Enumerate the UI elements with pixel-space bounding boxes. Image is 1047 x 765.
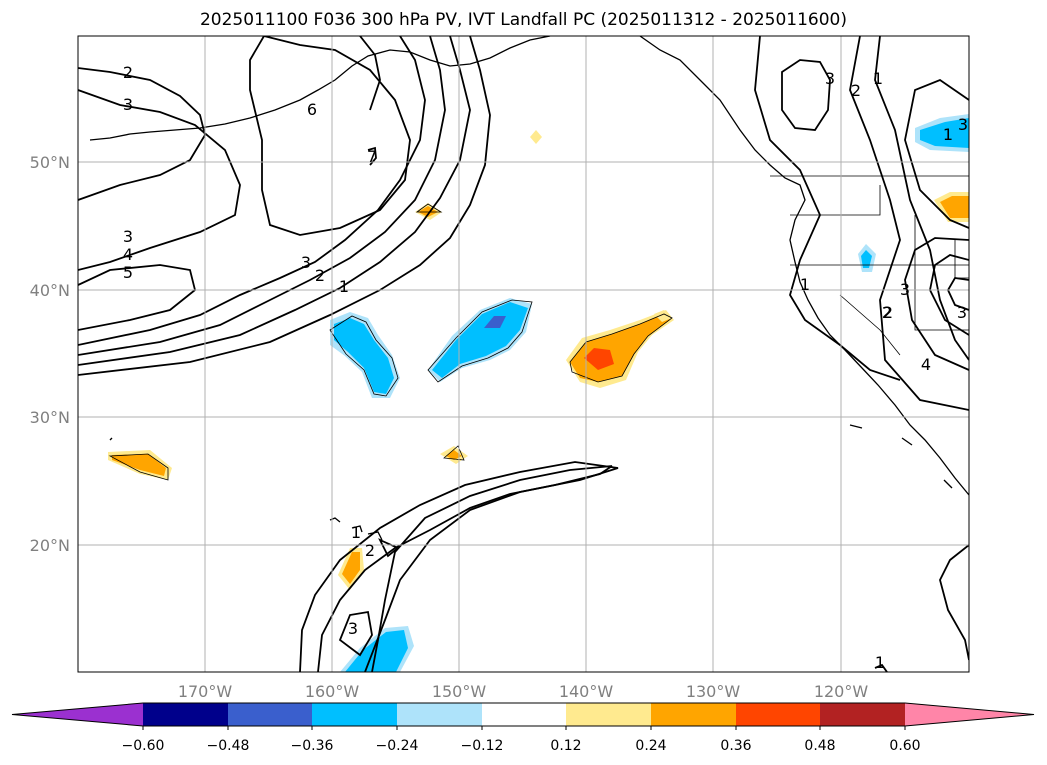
positive-region: [112, 454, 166, 476]
contour-label: 1: [875, 653, 885, 672]
contour-label: 3: [958, 115, 968, 134]
positive-region: [530, 130, 542, 144]
latitude-tick-label: 30°N: [30, 408, 70, 427]
colorbar-tick-label: 0.60: [889, 738, 920, 754]
colorbar: −0.60 −0.48 −0.36 −0.24 −0.12 0.12 0.24 0.36 0.4…: [11, 702, 1035, 754]
shading-outlines: [108, 203, 673, 481]
contour-label: 6: [307, 100, 317, 119]
gridlines: [78, 36, 969, 672]
colorbar-tick-label: 0.48: [804, 738, 835, 754]
longitude-tick-label: 140°W: [559, 682, 614, 701]
latitude-tick-label: 50°N: [30, 153, 70, 172]
contour-label: 3: [123, 95, 133, 114]
longitude-tick-label: 130°W: [686, 682, 741, 701]
contour-label: 3: [825, 69, 835, 88]
colorbar-segment: [143, 703, 228, 726]
plot-frame: [77, 35, 970, 673]
negative-region: [484, 316, 506, 328]
contour-label: 1: [339, 277, 349, 296]
colorbar-segment: [397, 703, 482, 726]
colorbar-segment: [228, 703, 312, 726]
colorbar-tick-label: 0.24: [635, 738, 666, 754]
negative-region: [861, 250, 872, 268]
colorbar-tick-label: 0.36: [720, 738, 751, 754]
negative-region: [432, 302, 528, 378]
borders: [770, 175, 969, 356]
contour-label: 2: [883, 303, 893, 322]
negative-region: [920, 118, 969, 148]
contour-label: 4: [123, 245, 133, 264]
colorbar-segment: [566, 703, 651, 726]
colorbar-extend-min: [12, 703, 143, 726]
positive-region: [446, 450, 462, 460]
contour-label: 1: [873, 69, 883, 88]
contour-label: 3: [348, 619, 358, 638]
coastlines: [89, 36, 969, 541]
map-title: 2025011100 F036 300 hPa PV, IVT Landfall…: [199, 10, 847, 30]
contour-label: 1: [351, 523, 361, 542]
contour-label: 3: [900, 280, 910, 299]
contour-label: 2: [882, 303, 892, 322]
colorbar-segment: [736, 703, 820, 726]
colorbar-tick-label: −0.36: [291, 738, 334, 754]
latitude-tick-labels: 50°N 40°N 30°N 20°N: [30, 153, 70, 555]
contour-label: 7: [367, 147, 377, 166]
colorbar-tick-label: −0.24: [376, 738, 419, 754]
positive-region: [654, 310, 672, 322]
colorbar-tick-label: −0.60: [122, 738, 165, 754]
negative-region: [334, 318, 394, 394]
colorbar-segment: [651, 703, 736, 726]
contour-label: 2: [315, 266, 325, 285]
pv-contours: [78, 36, 969, 672]
contour-label: 1: [800, 275, 810, 294]
latitude-tick-label: 20°N: [30, 536, 70, 555]
contour-label: 4: [921, 355, 931, 374]
contour-label: 3: [957, 303, 967, 322]
colorbar-extend-max: [905, 703, 1034, 726]
longitude-tick-labels: 170°W 160°W 150°W 140°W 130°W 120°W: [178, 682, 869, 701]
longitude-tick-label: 150°W: [432, 682, 487, 701]
latitude-tick-label: 40°N: [30, 281, 70, 300]
colorbar-segment: [820, 703, 905, 726]
contour-label: 1: [943, 125, 953, 144]
colorbar-segment: [482, 703, 566, 726]
longitude-tick-label: 170°W: [178, 682, 233, 701]
contour-label: 2: [851, 81, 861, 100]
longitude-tick-label: 120°W: [814, 682, 869, 701]
contour-label: 3: [301, 253, 311, 272]
contour-label: 2: [365, 541, 375, 560]
positive-region: [342, 552, 360, 584]
colorbar-segment: [312, 703, 397, 726]
colorbar-tick-label: −0.48: [207, 738, 250, 754]
contour-label: 2: [123, 63, 133, 82]
plot-area: [78, 36, 969, 672]
longitude-tick-label: 160°W: [305, 682, 360, 701]
positive-region: [584, 348, 614, 370]
colorbar-tick-label: 0.12: [550, 738, 581, 754]
positive-region: [418, 206, 438, 217]
contour-label: 3: [123, 227, 133, 246]
positive-region: [940, 196, 969, 218]
colorbar-tick-label: −0.12: [461, 738, 504, 754]
contour-label: 5: [123, 263, 133, 282]
